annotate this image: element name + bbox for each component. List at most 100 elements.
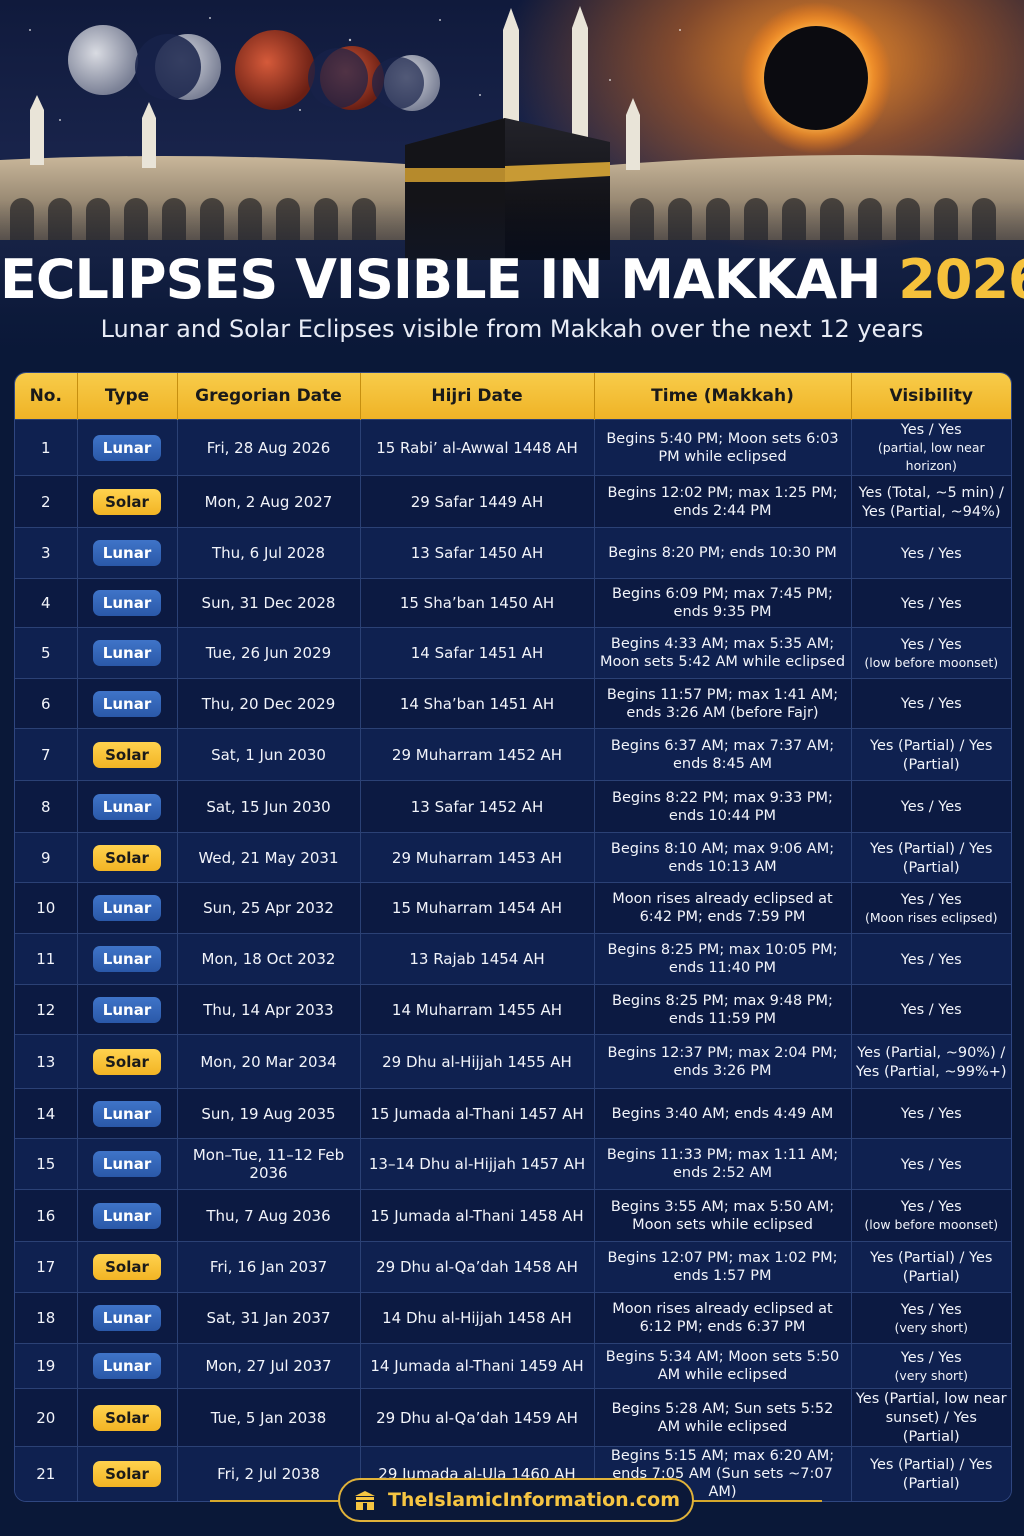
column-header-gregorian-date: Gregorian Date bbox=[177, 373, 361, 420]
cell-gregorian-date: Thu, 7 Aug 2036 bbox=[177, 1189, 361, 1242]
solar-type-badge: Solar bbox=[93, 1404, 161, 1431]
cell-hijri-date: 15 Sha’ban 1450 AH bbox=[360, 578, 595, 628]
cell-time: Begins 6:37 AM; max 7:37 AM; ends 8:45 A… bbox=[594, 728, 852, 781]
cell-type: Solar bbox=[77, 1034, 178, 1089]
cell-type: Solar bbox=[77, 728, 178, 781]
cell-type: Lunar bbox=[77, 678, 178, 729]
visibility-note: (low before moonset) bbox=[864, 654, 999, 670]
hero-illustration bbox=[0, 2, 1024, 370]
cell-no: 12 bbox=[15, 984, 78, 1035]
table-row: 3 Lunar Thu, 6 Jul 2028 13 Safar 1450 AH Beg… bbox=[15, 527, 1011, 579]
visibility-text: Yes / Yes bbox=[900, 799, 962, 815]
solar-type-badge: Solar bbox=[93, 844, 161, 871]
cell-visibility: Yes (Partial, low near sunset) / Yes (Pa… bbox=[851, 1388, 1011, 1447]
cell-type: Solar bbox=[77, 1241, 178, 1293]
cell-hijri-date: 14 Sha’ban 1451 AH bbox=[360, 678, 595, 729]
visibility-text: Yes (Partial) / Yes (Partial) bbox=[870, 1250, 993, 1285]
minarets bbox=[30, 6, 640, 170]
cell-time: Begins 6:09 PM; max 7:45 PM; ends 9:35 P… bbox=[594, 578, 852, 628]
cell-gregorian-date: Mon–Tue, 11–12 Feb 2036 bbox=[177, 1138, 361, 1190]
cell-gregorian-date: Sat, 1 Jun 2030 bbox=[177, 728, 361, 781]
footer-divider-left bbox=[210, 1500, 340, 1502]
visibility-note: (low before moonset) bbox=[864, 1217, 999, 1232]
solar-type-badge: Solar bbox=[93, 1254, 161, 1280]
solar-type-badge: Solar bbox=[93, 741, 161, 768]
kaaba-icon bbox=[354, 1491, 375, 1510]
cell-visibility: Yes (Partial) / Yes (Partial) bbox=[851, 728, 1011, 781]
lunar-type-badge: Lunar bbox=[93, 690, 161, 717]
lunar-type-badge: Lunar bbox=[93, 1353, 161, 1379]
cell-visibility: Yes / Yes (Moon rises eclipsed) bbox=[851, 882, 1011, 934]
cell-no: 2 bbox=[15, 475, 78, 528]
visibility-text: Yes / Yes bbox=[900, 696, 962, 712]
visibility-text: Yes / Yes bbox=[900, 1156, 962, 1173]
lunar-type-badge: Lunar bbox=[93, 793, 161, 820]
cell-no: 19 bbox=[15, 1343, 78, 1389]
cell-time: Begins 3:40 AM; ends 4:49 AM bbox=[594, 1088, 852, 1139]
lunar-type-badge: Lunar bbox=[93, 946, 161, 972]
visibility-text: Yes / Yes bbox=[900, 951, 962, 968]
table-row: 13 Solar Mon, 20 Mar 2034 29 Dhu al-Hijjah … bbox=[15, 1034, 1011, 1089]
table-row: 11 Lunar Mon, 18 Oct 2032 13 Rajab 1454 AH B… bbox=[15, 933, 1011, 985]
cell-time: Begins 5:40 PM; Moon sets 6:03 PM while … bbox=[594, 419, 852, 476]
cell-gregorian-date: Sat, 31 Jan 2037 bbox=[177, 1292, 361, 1344]
table-header: No. Type Gregorian Date Hijri Date Time … bbox=[15, 373, 1011, 420]
table-row: 17 Solar Fri, 16 Jan 2037 29 Dhu al-Qa’dah … bbox=[15, 1241, 1011, 1293]
cell-visibility: Yes / Yes bbox=[851, 578, 1011, 628]
footer-divider-right bbox=[692, 1500, 822, 1502]
cell-hijri-date: 15 Jumada al-Thani 1458 AH bbox=[360, 1189, 595, 1242]
column-header-no: No. bbox=[15, 373, 78, 420]
visibility-text: Yes (Total, ~5 min) / Yes (Partial, ~94%… bbox=[858, 484, 1004, 520]
cell-time: Begins 8:20 PM; ends 10:30 PM bbox=[594, 527, 852, 579]
cell-hijri-date: 13 Safar 1452 AH bbox=[360, 780, 595, 833]
cell-time: Begins 5:15 AM; max 6:20 AM; ends 7:05 A… bbox=[594, 1446, 852, 1501]
table-row: 18 Lunar Sat, 31 Jan 2037 14 Dhu al-Hijjah … bbox=[15, 1292, 1011, 1344]
cell-visibility: Yes / Yes bbox=[851, 527, 1011, 579]
lunar-type-badge: Lunar bbox=[93, 540, 161, 566]
cell-time: Begins 12:02 PM; max 1:25 PM; ends 2:44 … bbox=[594, 475, 852, 528]
cell-visibility: Yes (Partial) / Yes (Partial) bbox=[851, 1241, 1011, 1293]
cell-type: Lunar bbox=[77, 780, 178, 833]
cell-hijri-date: 14 Jumada al-Thani 1459 AH bbox=[360, 1343, 595, 1389]
cell-no: 16 bbox=[15, 1189, 78, 1242]
cell-hijri-date: 13 Rajab 1454 AH bbox=[360, 933, 595, 985]
solar-type-badge: Solar bbox=[93, 488, 161, 515]
footer-site-link[interactable]: TheIslamicInformation.com bbox=[338, 1478, 694, 1522]
table-row: 2 Solar Mon, 2 Aug 2027 29 Safar 1449 AH Beg… bbox=[15, 475, 1011, 528]
cell-gregorian-date: Mon, 18 Oct 2032 bbox=[177, 933, 361, 985]
visibility-text: Yes / Yes bbox=[900, 1349, 962, 1366]
cell-type: Lunar bbox=[77, 1343, 178, 1389]
cell-no: 5 bbox=[15, 627, 78, 679]
cell-no: 15 bbox=[15, 1138, 78, 1190]
cell-gregorian-date: Sat, 15 Jun 2030 bbox=[177, 780, 361, 833]
cell-visibility: Yes / Yes (very short) bbox=[851, 1343, 1011, 1389]
cell-type: Lunar bbox=[77, 1088, 178, 1139]
cell-type: Lunar bbox=[77, 419, 178, 476]
visibility-text: Yes / Yes bbox=[900, 1106, 962, 1122]
cell-no: 11 bbox=[15, 933, 78, 985]
lunar-type-badge: Lunar bbox=[93, 1151, 161, 1177]
cell-visibility: Yes (Partial) / Yes (Partial) bbox=[851, 832, 1011, 883]
cell-gregorian-date: Fri, 16 Jan 2037 bbox=[177, 1241, 361, 1293]
visibility-text: Yes / Yes bbox=[900, 891, 962, 908]
cell-time: Begins 8:22 PM; max 9:33 PM; ends 10:44 … bbox=[594, 780, 852, 833]
cell-type: Solar bbox=[77, 475, 178, 528]
lunar-type-badge: Lunar bbox=[93, 640, 161, 666]
cell-visibility: Yes / Yes (low before moonset) bbox=[851, 1189, 1011, 1242]
lunar-eclipse-sequence bbox=[68, 25, 440, 111]
lunar-type-badge: Lunar bbox=[93, 1305, 161, 1331]
cell-time: Begins 5:34 AM; Moon sets 5:50 AM while … bbox=[594, 1343, 852, 1389]
table-row: 7 Solar Sat, 1 Jun 2030 29 Muharram 1452 AH… bbox=[15, 728, 1011, 781]
cell-time: Begins 11:33 PM; max 1:11 AM; ends 2:52 … bbox=[594, 1138, 852, 1190]
solar-type-badge: Solar bbox=[93, 1048, 161, 1075]
column-header-type: Type bbox=[77, 373, 178, 420]
visibility-text: Yes / Yes bbox=[900, 422, 962, 438]
solar-type-badge: Solar bbox=[93, 1461, 161, 1487]
cell-gregorian-date: Tue, 5 Jan 2038 bbox=[177, 1388, 361, 1447]
cell-visibility: Yes / Yes bbox=[851, 933, 1011, 985]
cell-time: Begins 4:33 AM; max 5:35 AM; Moon sets 5… bbox=[594, 627, 852, 679]
visibility-text: Yes / Yes bbox=[900, 1199, 962, 1215]
visibility-text: Yes (Partial, ~90%) / Yes (Partial, ~99%… bbox=[855, 1044, 1007, 1080]
cell-type: Lunar bbox=[77, 933, 178, 985]
cell-time: Begins 3:55 AM; max 5:50 AM; Moon sets w… bbox=[594, 1189, 852, 1242]
